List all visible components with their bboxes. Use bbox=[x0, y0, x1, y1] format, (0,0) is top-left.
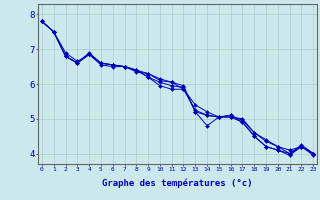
X-axis label: Graphe des températures (°c): Graphe des températures (°c) bbox=[102, 178, 253, 188]
